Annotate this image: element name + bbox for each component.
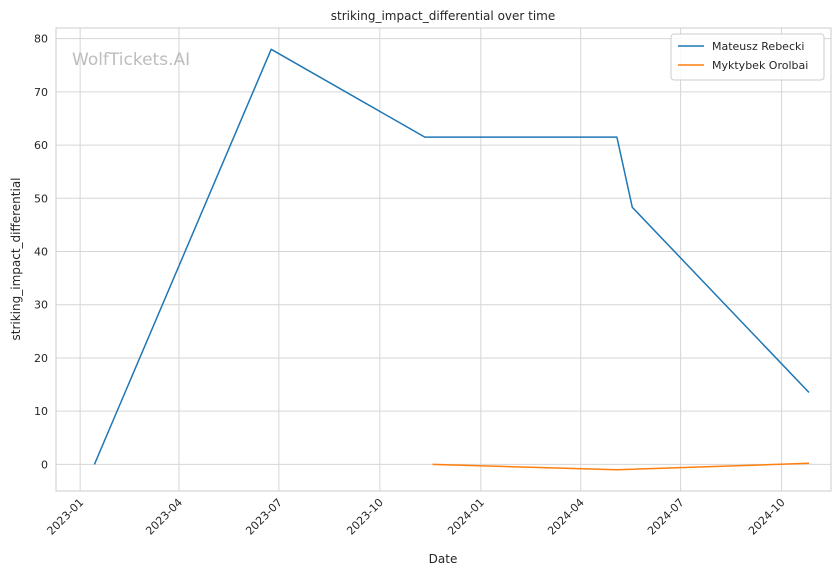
x-tick-label: 2023-04: [143, 496, 185, 538]
x-tick-label: 2024-04: [545, 496, 587, 538]
legend: Mateusz Rebecki Myktybek Orolbai: [670, 33, 825, 81]
series-line: [93, 48, 810, 465]
y-tick-label: 80: [34, 33, 48, 46]
x-tick-label: 2023-07: [243, 496, 285, 538]
legend-entry: Mateusz Rebecki: [712, 40, 804, 53]
x-tick-label: 2024-07: [645, 496, 687, 538]
legend-entry: Myktybek Orolbai: [712, 59, 808, 72]
y-axis-label: striking_impact_differential: [9, 177, 23, 340]
y-tick-label: 20: [34, 352, 48, 365]
y-tick-label: 30: [34, 299, 48, 312]
x-axis-ticks: 2023-01 2023-04 2023-07 2023-10 2024-01 2024-…: [45, 496, 788, 538]
x-tick-label: 2024-10: [746, 496, 788, 538]
series-lines: [93, 48, 810, 471]
plot-area: [55, 27, 832, 492]
x-axis-label: Date: [429, 552, 458, 566]
y-tick-label: 10: [34, 405, 48, 418]
watermark: WolfTickets.AI: [72, 50, 190, 70]
y-tick-label: 60: [34, 139, 48, 152]
chart-title: striking_impact_differential over time: [331, 9, 556, 23]
legend-box: [670, 33, 825, 81]
y-tick-label: 0: [41, 458, 48, 471]
x-tick-label: 2023-10: [344, 496, 386, 538]
x-tick-label: 2023-01: [45, 496, 87, 538]
y-tick-label: 50: [34, 192, 48, 205]
grid: [56, 28, 831, 491]
y-tick-label: 40: [34, 246, 48, 259]
y-axis-ticks: 0 10 20 30 40 50 60 70 80: [34, 33, 48, 472]
series-line: [432, 462, 810, 471]
y-tick-label: 70: [34, 86, 48, 99]
x-tick-label: 2024-01: [445, 496, 487, 538]
